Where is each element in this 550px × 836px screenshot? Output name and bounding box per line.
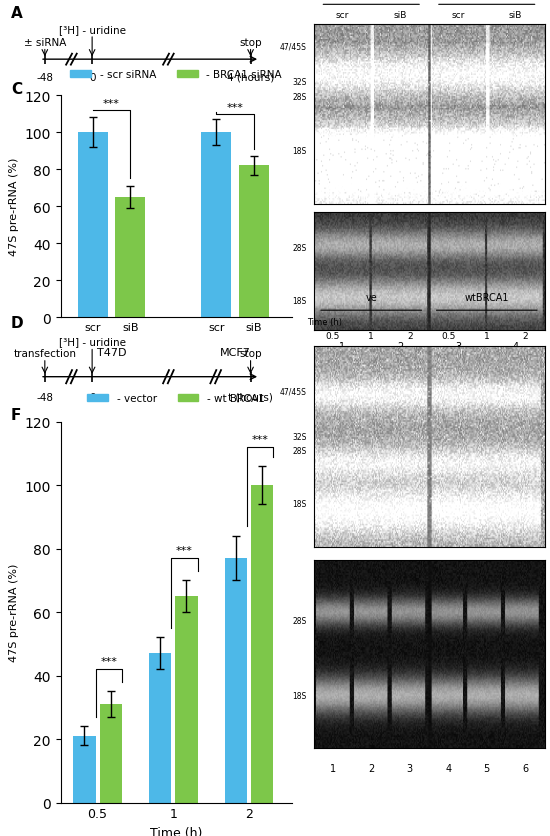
Text: 1: 1 <box>329 763 336 773</box>
Y-axis label: 47S pre-rRNA (%): 47S pre-rRNA (%) <box>9 158 19 256</box>
X-axis label: Time (h): Time (h) <box>150 826 202 836</box>
Y-axis label: 47S pre-rRNA (%): 47S pre-rRNA (%) <box>9 563 19 661</box>
Text: F: F <box>11 408 21 423</box>
Text: stop: stop <box>239 349 262 359</box>
Text: 28S: 28S <box>292 93 306 101</box>
Text: 1: 1 <box>339 342 345 352</box>
Text: ± siRNA: ± siRNA <box>24 38 66 48</box>
Bar <box>251 486 273 803</box>
Bar <box>239 166 269 318</box>
Bar <box>100 704 122 803</box>
Text: 28S: 28S <box>292 244 306 252</box>
Text: 4: 4 <box>513 342 519 352</box>
Text: [³H] - uridine: [³H] - uridine <box>59 337 125 347</box>
Text: Time (h): Time (h) <box>306 318 342 327</box>
Text: 1: 1 <box>484 332 490 341</box>
Text: 0.5: 0.5 <box>326 332 340 341</box>
Legend: - vector, - wt BRCA1: - vector, - wt BRCA1 <box>83 390 269 408</box>
Text: 3: 3 <box>455 342 461 352</box>
Text: ***: *** <box>100 656 117 666</box>
Text: 2: 2 <box>522 332 528 341</box>
Text: 18S: 18S <box>292 499 306 508</box>
Text: T47D: T47D <box>97 347 126 357</box>
Text: ***: *** <box>103 99 120 109</box>
Text: 0: 0 <box>89 73 95 83</box>
Text: stop: stop <box>239 38 262 48</box>
Bar <box>175 597 197 803</box>
Bar <box>116 197 145 318</box>
Bar <box>224 558 247 803</box>
Text: -48: -48 <box>36 392 53 402</box>
Text: 2: 2 <box>397 342 403 352</box>
Text: 47/45S: 47/45S <box>280 42 306 51</box>
Text: 28S: 28S <box>292 446 306 456</box>
Text: 28S: 28S <box>292 616 306 624</box>
Text: ***: *** <box>251 435 268 445</box>
Text: ve: ve <box>365 293 377 303</box>
Text: scr: scr <box>451 11 465 20</box>
Text: transfection: transfection <box>13 349 76 359</box>
Text: 1: 1 <box>368 332 374 341</box>
Text: 4: 4 <box>445 763 452 773</box>
Text: 0: 0 <box>89 392 95 402</box>
Text: wtBRCA1: wtBRCA1 <box>465 293 509 303</box>
Text: A: A <box>11 7 23 22</box>
Text: siB: siB <box>509 11 522 20</box>
Text: 2: 2 <box>407 332 412 341</box>
Text: -48: -48 <box>36 73 53 83</box>
Bar <box>73 736 96 803</box>
Text: 18S: 18S <box>292 297 306 305</box>
Bar <box>78 133 108 318</box>
Text: t (hours): t (hours) <box>228 392 273 402</box>
Text: ***: *** <box>227 103 244 113</box>
Text: ***: *** <box>176 545 193 555</box>
Text: MCF7: MCF7 <box>219 347 251 357</box>
Text: 5: 5 <box>483 763 490 773</box>
Text: [³H] - uridine: [³H] - uridine <box>59 25 125 35</box>
Text: 0.5: 0.5 <box>441 332 455 341</box>
Text: siB: siB <box>393 11 407 20</box>
Text: 47/45S: 47/45S <box>280 386 306 395</box>
Text: scr: scr <box>336 11 349 20</box>
Text: 32S: 32S <box>292 78 306 87</box>
Text: 6: 6 <box>522 763 529 773</box>
Text: 18S: 18S <box>292 146 306 155</box>
Bar <box>149 654 171 803</box>
Text: 3: 3 <box>406 763 413 773</box>
Text: 18S: 18S <box>292 691 306 700</box>
Text: 2: 2 <box>368 763 375 773</box>
Text: 4 (hours): 4 (hours) <box>227 73 274 83</box>
Legend: - scr siRNA, - BRCA1 siRNA: - scr siRNA, - BRCA1 siRNA <box>66 66 286 84</box>
Text: C: C <box>11 82 22 97</box>
Text: D: D <box>11 316 24 331</box>
Text: 32S: 32S <box>292 433 306 441</box>
Bar <box>201 133 232 318</box>
